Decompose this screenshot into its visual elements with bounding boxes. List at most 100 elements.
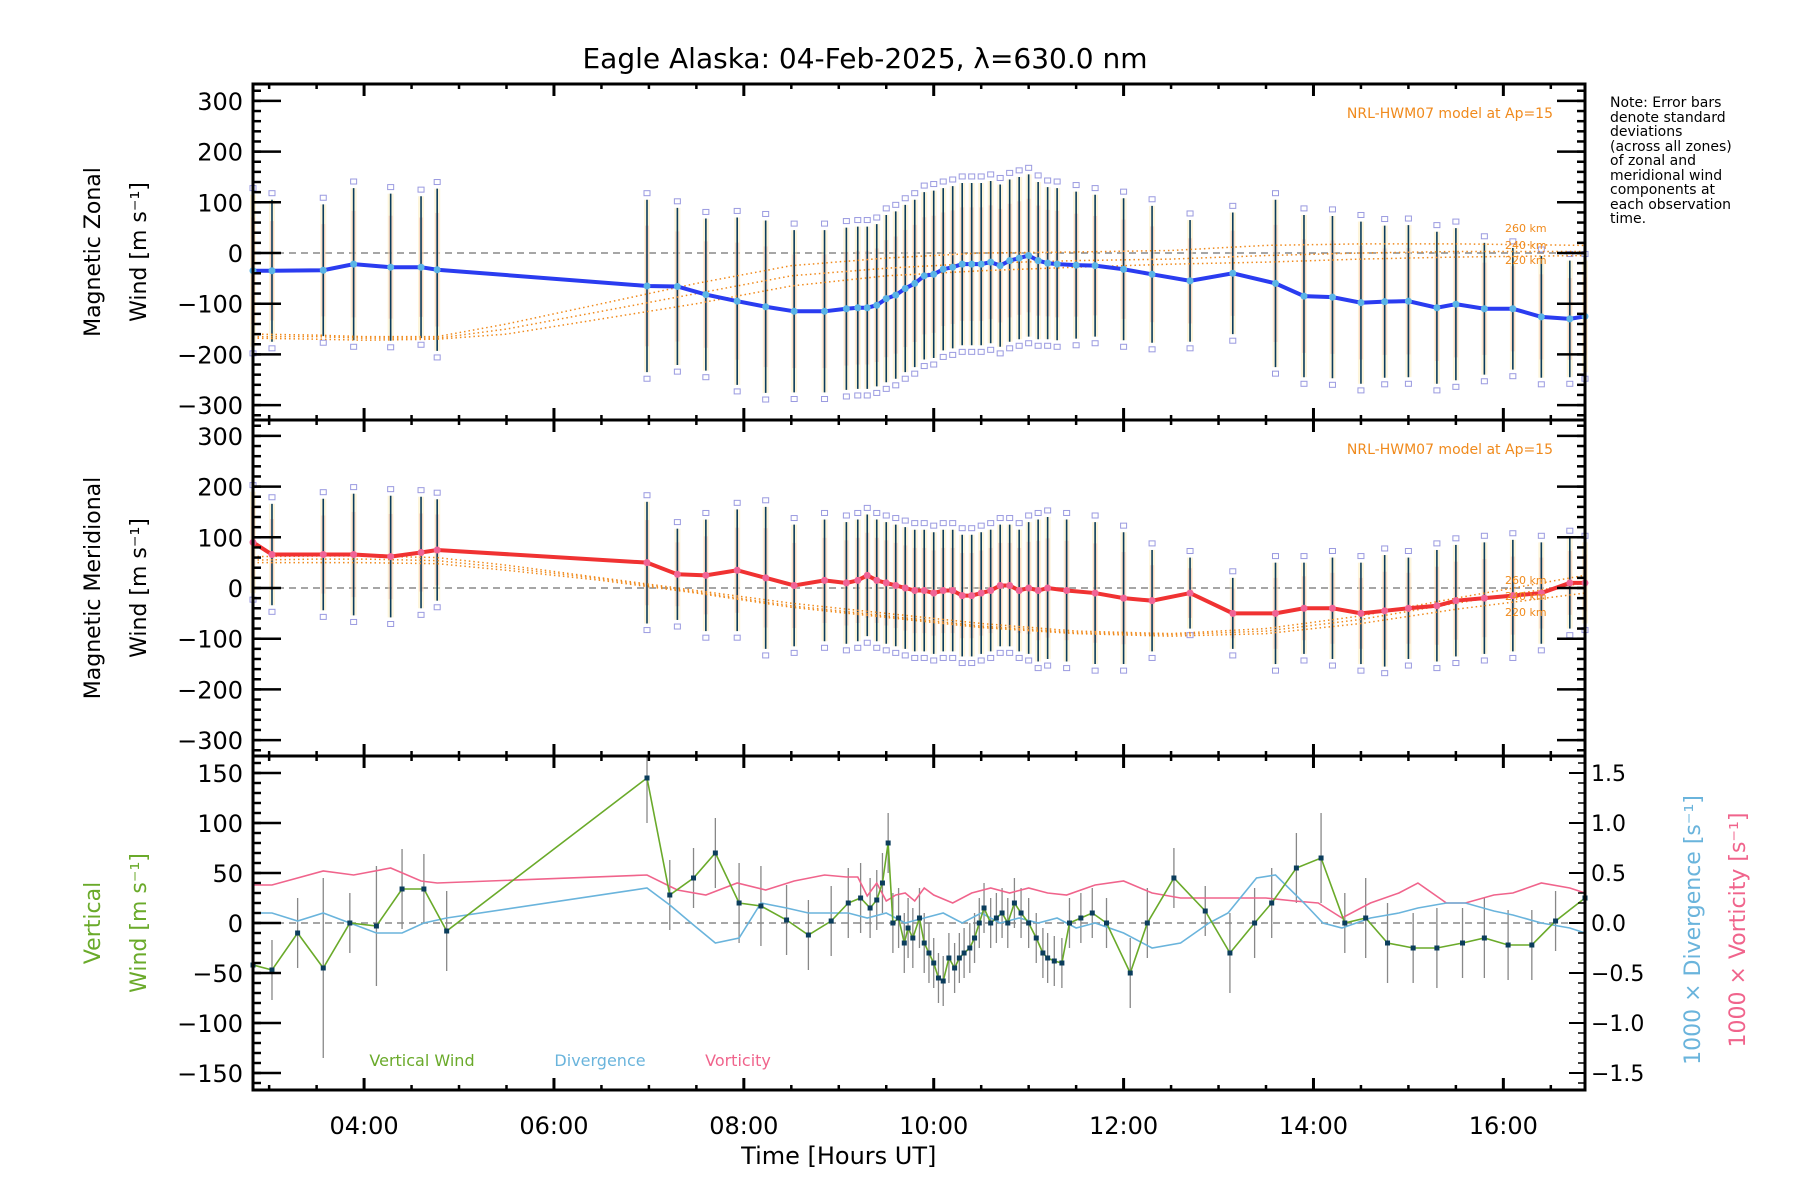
data-point (1452, 300, 1460, 308)
zone-sample-marker (433, 179, 441, 186)
data-point (1063, 587, 1071, 595)
data-point (1045, 955, 1051, 961)
data-point (892, 581, 900, 589)
zone-sample-marker (1509, 654, 1517, 661)
zone-sample-marker (873, 644, 881, 651)
zone-sample-marker (1480, 532, 1488, 539)
data-point (1127, 970, 1133, 976)
data-point (387, 263, 395, 271)
data-point (350, 551, 358, 559)
x-tick-label: 06:00 (519, 1112, 588, 1140)
data-point (921, 940, 927, 946)
data-point (1025, 584, 1033, 592)
data-point (996, 581, 1004, 589)
panel-zonal: NRL-HWM07 model at Ap=15 260 km 240 km 220 … (81, 82, 1589, 422)
y2-tick-label: −0.5 (1591, 962, 1644, 987)
zone-sample-marker (1186, 345, 1194, 352)
data-point (1005, 920, 1011, 926)
y2-tick-label: 1.0 (1591, 812, 1626, 837)
data-point (920, 587, 928, 595)
zone-sample-marker (949, 654, 957, 661)
zone-sample-marker (268, 190, 276, 197)
data-point (930, 589, 938, 597)
zone-sample-marker (1034, 509, 1042, 516)
data-point (444, 928, 450, 934)
data-point (874, 897, 880, 903)
y2-tick-label: 1.5 (1591, 762, 1626, 787)
data-point (976, 920, 982, 926)
zone-sample-marker (790, 649, 798, 656)
data-point (1171, 875, 1177, 881)
model-altitude-label: 220 km (1505, 254, 1547, 267)
data-point (268, 267, 276, 275)
data-point (1044, 259, 1052, 267)
zone-sample-marker (854, 509, 862, 516)
zone-sample-marker (968, 660, 976, 667)
data-point (1006, 257, 1014, 265)
data-point (958, 260, 966, 268)
data-point (940, 978, 946, 984)
zone-sample-marker (433, 604, 441, 611)
data-point (1091, 262, 1099, 270)
data-point (873, 576, 881, 584)
y-tick-label: −150 (177, 1060, 243, 1088)
data-point (968, 592, 976, 600)
data-point (1529, 942, 1535, 948)
data-point (1034, 257, 1042, 265)
zone-sample-marker (319, 613, 327, 620)
data-point (1452, 597, 1460, 605)
zone-sample-marker (1357, 667, 1365, 674)
zone-sample-marker (733, 499, 741, 506)
zone-sample-marker (433, 354, 441, 361)
zone-sample-marker (1148, 654, 1156, 661)
y2-axis-label-divergence: 1000 × Divergence [s⁻¹] (1681, 795, 1706, 1065)
data-point (931, 960, 937, 966)
data-point (702, 571, 710, 579)
data-point (885, 840, 891, 846)
zone-sample-marker (1566, 380, 1574, 387)
zone-sample-marker (1381, 545, 1389, 552)
zone-sample-marker (863, 392, 871, 399)
panel-vertical: Vertical Wind Divergence Vorticity 1.5 1.0 0.… (81, 754, 1751, 1092)
data-point (1066, 920, 1072, 926)
zone-sample-marker (733, 634, 741, 641)
zone-sample-marker (387, 486, 395, 493)
data-point (890, 920, 896, 926)
zone-sample-marker (643, 190, 651, 197)
y-tick-label: 50 (212, 860, 243, 888)
y-tick-label: 150 (197, 760, 243, 788)
zone-sample-marker (930, 181, 938, 188)
zone-sample-marker (417, 487, 425, 494)
data-point (961, 950, 967, 956)
zone-sample-marker (920, 182, 928, 189)
zone-sample-marker (977, 657, 985, 664)
zone-sample-marker (958, 660, 966, 667)
y2-tick-label: 0.0 (1591, 912, 1626, 937)
y-tick-label: 0 (228, 240, 243, 268)
data-point (1433, 304, 1441, 312)
zone-sample-marker (1328, 381, 1336, 388)
zone-sample-marker (673, 623, 681, 630)
zone-sample-marker (996, 515, 1004, 522)
data-point (1318, 855, 1324, 861)
zone-sample-marker (1381, 216, 1389, 223)
zone-sample-marker (702, 509, 710, 516)
panel-meridional: NRL-HWM07 model at Ap=15 260 km 240 km 220 … (81, 418, 1589, 758)
data-point (1148, 270, 1156, 278)
data-point (858, 895, 864, 901)
data-point (1072, 261, 1080, 269)
zone-sample-marker (1328, 206, 1336, 213)
data-point (1480, 594, 1488, 602)
zone-sample-marker (1015, 520, 1023, 527)
zone-sample-marker (1509, 530, 1517, 537)
zone-sample-marker (1006, 169, 1014, 176)
zone-sample-marker (1271, 553, 1279, 560)
zone-sample-marker (1091, 185, 1099, 192)
zone-sample-marker (949, 176, 957, 183)
data-point (1059, 960, 1065, 966)
zone-sample-marker (1452, 660, 1460, 667)
data-point (320, 965, 326, 971)
y-axis-label: Magnetic Meridional (81, 477, 106, 699)
zone-sample-marker (762, 652, 770, 659)
y-tick-label: 300 (197, 88, 243, 116)
